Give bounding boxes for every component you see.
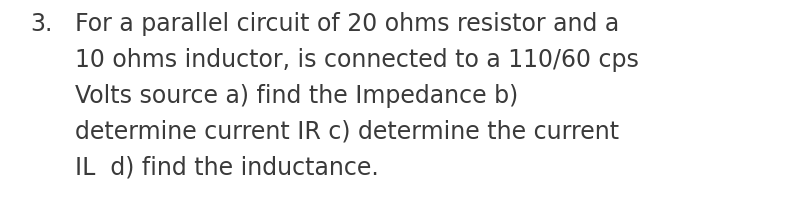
Text: IL  d) find the inductance.: IL d) find the inductance.	[75, 156, 379, 180]
Text: 10 ohms inductor, is connected to a 110/60 cps: 10 ohms inductor, is connected to a 110/…	[75, 48, 639, 72]
Text: 3.: 3.	[30, 12, 52, 36]
Text: For a parallel circuit of 20 ohms resistor and a: For a parallel circuit of 20 ohms resist…	[75, 12, 619, 36]
Text: determine current IR c) determine the current: determine current IR c) determine the cu…	[75, 120, 619, 144]
Text: Volts source a) find the Impedance b): Volts source a) find the Impedance b)	[75, 84, 518, 108]
